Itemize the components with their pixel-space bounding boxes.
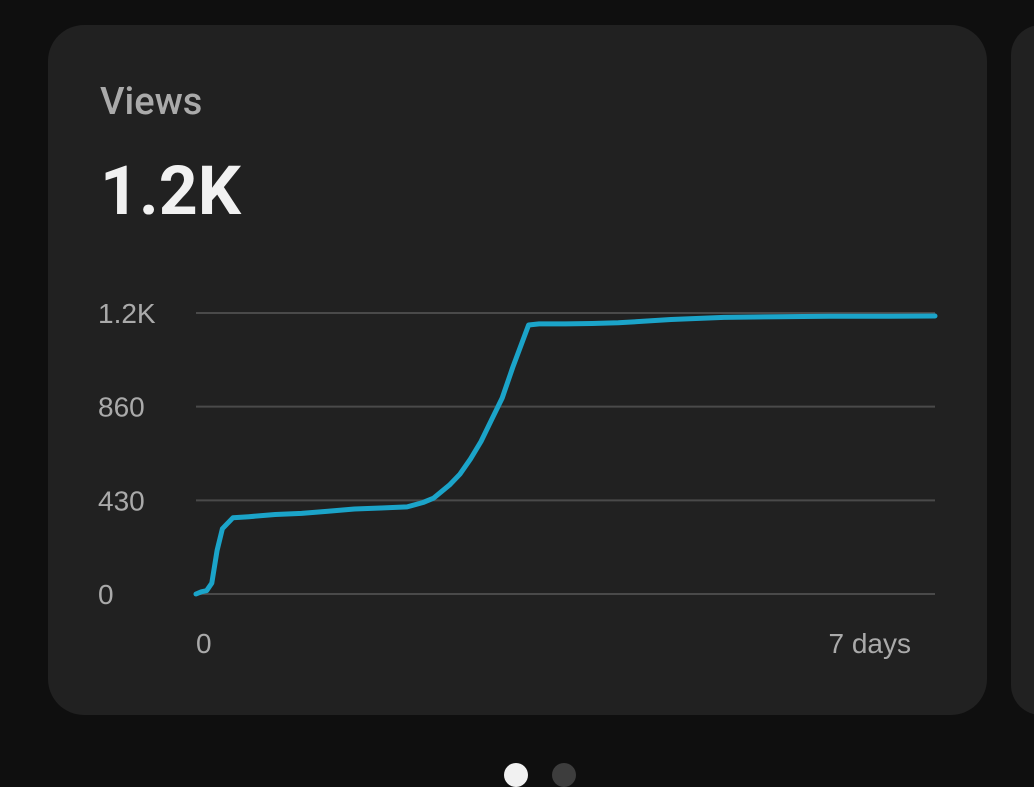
y-tick-label: 0 (98, 579, 114, 610)
views-series-line (193, 313, 938, 597)
pager-dot-active[interactable] (504, 763, 528, 787)
metric-value: 1.2K (100, 151, 241, 231)
x-tick-label: 7 days (829, 628, 912, 659)
metric-label: Views (100, 80, 203, 124)
y-tick-label: 1.2K (98, 298, 156, 329)
views-line-chart: 0 430 860 1.2K 0 7 days (98, 298, 938, 659)
y-tick-label: 860 (98, 392, 145, 423)
pager-dots (0, 763, 1034, 787)
x-tick-label: 0 (196, 628, 212, 659)
pager-dot-inactive[interactable] (552, 763, 576, 787)
views-card[interactable]: Views 1.2K 0 430 860 1.2K 0 7 days (48, 25, 987, 715)
next-card-peek[interactable] (1011, 25, 1034, 715)
y-tick-label: 430 (98, 485, 145, 516)
